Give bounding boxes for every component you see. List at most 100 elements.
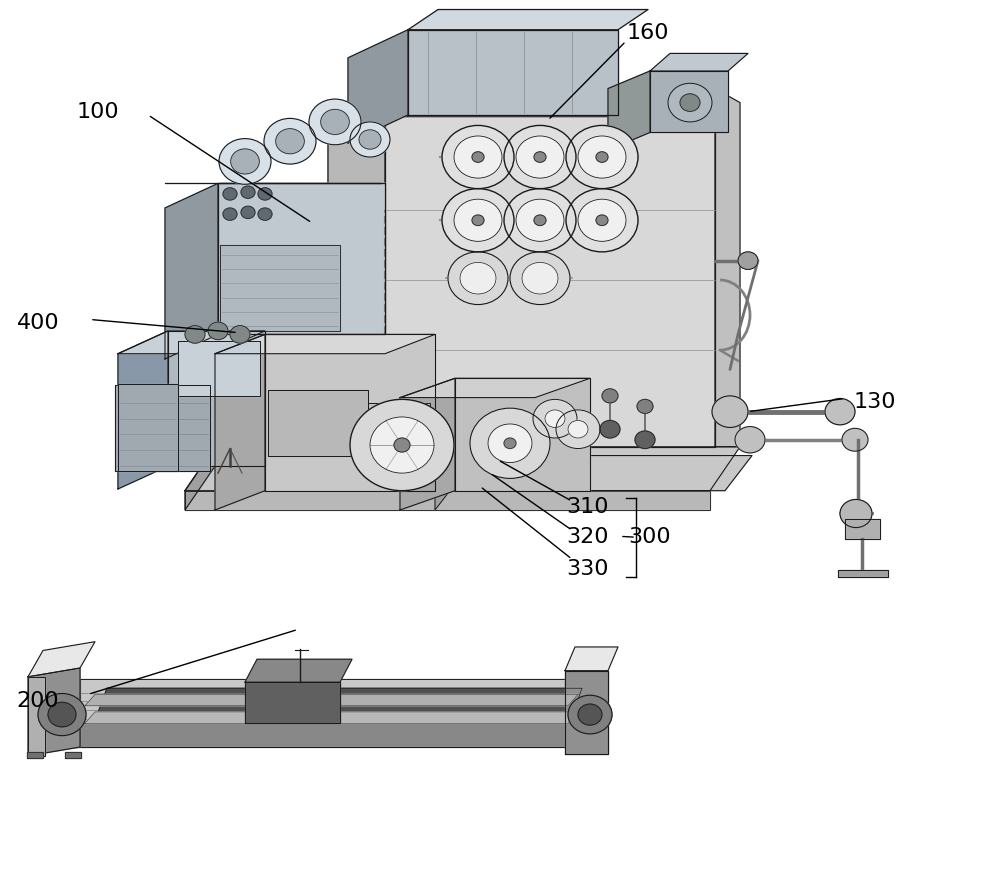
Circle shape — [578, 137, 626, 179]
Polygon shape — [268, 390, 368, 456]
Polygon shape — [28, 642, 95, 677]
Polygon shape — [845, 519, 880, 539]
Circle shape — [442, 126, 514, 189]
Polygon shape — [245, 682, 340, 724]
Polygon shape — [95, 688, 582, 721]
Circle shape — [522, 263, 558, 295]
Circle shape — [516, 200, 564, 242]
Polygon shape — [55, 724, 565, 747]
Circle shape — [680, 95, 700, 112]
Polygon shape — [650, 72, 728, 133]
Polygon shape — [608, 72, 650, 151]
Polygon shape — [565, 671, 608, 754]
Circle shape — [442, 189, 514, 253]
Circle shape — [712, 396, 748, 428]
Text: 320: 320 — [567, 527, 609, 546]
Circle shape — [448, 253, 508, 305]
Circle shape — [370, 417, 434, 474]
Circle shape — [534, 216, 546, 226]
Circle shape — [460, 263, 496, 295]
Circle shape — [241, 207, 255, 219]
Polygon shape — [65, 752, 81, 758]
Polygon shape — [85, 712, 578, 724]
Text: 100: 100 — [77, 103, 119, 122]
Circle shape — [258, 209, 272, 221]
Polygon shape — [400, 379, 455, 510]
Circle shape — [637, 400, 653, 414]
Circle shape — [223, 209, 237, 221]
Circle shape — [264, 119, 316, 165]
Circle shape — [825, 399, 855, 425]
Circle shape — [350, 400, 454, 491]
Polygon shape — [28, 677, 45, 756]
Polygon shape — [408, 31, 618, 116]
Polygon shape — [55, 680, 80, 747]
Circle shape — [38, 694, 86, 736]
Polygon shape — [168, 332, 265, 467]
Polygon shape — [565, 647, 618, 671]
Polygon shape — [368, 403, 430, 467]
Polygon shape — [715, 89, 740, 447]
Polygon shape — [28, 668, 80, 756]
Circle shape — [596, 216, 608, 226]
Polygon shape — [118, 332, 265, 354]
Polygon shape — [27, 752, 43, 758]
Text: 160: 160 — [627, 24, 669, 43]
Polygon shape — [435, 456, 752, 491]
Circle shape — [840, 500, 872, 528]
Circle shape — [48, 702, 76, 727]
Circle shape — [309, 100, 361, 146]
Polygon shape — [328, 89, 715, 118]
Polygon shape — [118, 384, 178, 472]
Circle shape — [842, 429, 868, 452]
Circle shape — [321, 111, 349, 135]
Polygon shape — [435, 456, 462, 510]
Circle shape — [230, 326, 250, 344]
Circle shape — [454, 200, 502, 242]
Polygon shape — [55, 680, 590, 724]
Circle shape — [545, 410, 565, 428]
Polygon shape — [215, 335, 435, 354]
Polygon shape — [245, 660, 352, 682]
Text: 400: 400 — [17, 313, 59, 332]
Circle shape — [568, 695, 612, 734]
Polygon shape — [565, 680, 590, 747]
Circle shape — [510, 253, 570, 305]
Circle shape — [578, 200, 626, 242]
Circle shape — [566, 126, 638, 189]
Circle shape — [350, 123, 390, 158]
Text: 330: 330 — [567, 559, 609, 578]
Polygon shape — [220, 246, 340, 332]
Circle shape — [470, 409, 550, 479]
Circle shape — [556, 410, 600, 449]
Circle shape — [534, 153, 546, 163]
Circle shape — [516, 137, 564, 179]
Circle shape — [231, 150, 259, 175]
Circle shape — [276, 130, 304, 154]
Text: 130: 130 — [854, 392, 896, 411]
Polygon shape — [348, 31, 408, 144]
Polygon shape — [328, 89, 385, 475]
Circle shape — [738, 253, 758, 270]
Circle shape — [241, 187, 255, 199]
Circle shape — [504, 189, 576, 253]
Polygon shape — [118, 332, 168, 489]
Circle shape — [454, 137, 502, 179]
Polygon shape — [400, 379, 590, 398]
Polygon shape — [185, 491, 710, 510]
Circle shape — [394, 438, 410, 453]
Circle shape — [600, 421, 620, 438]
Text: 200: 200 — [17, 690, 59, 709]
Polygon shape — [650, 54, 748, 72]
Circle shape — [185, 326, 205, 344]
Text: 310: 310 — [567, 497, 609, 517]
Text: 300: 300 — [629, 527, 671, 546]
Circle shape — [568, 421, 588, 438]
Circle shape — [602, 389, 618, 403]
Polygon shape — [115, 386, 210, 472]
Polygon shape — [165, 184, 218, 360]
Polygon shape — [265, 335, 435, 491]
Circle shape — [566, 189, 638, 253]
Polygon shape — [85, 695, 578, 706]
Circle shape — [472, 216, 484, 226]
